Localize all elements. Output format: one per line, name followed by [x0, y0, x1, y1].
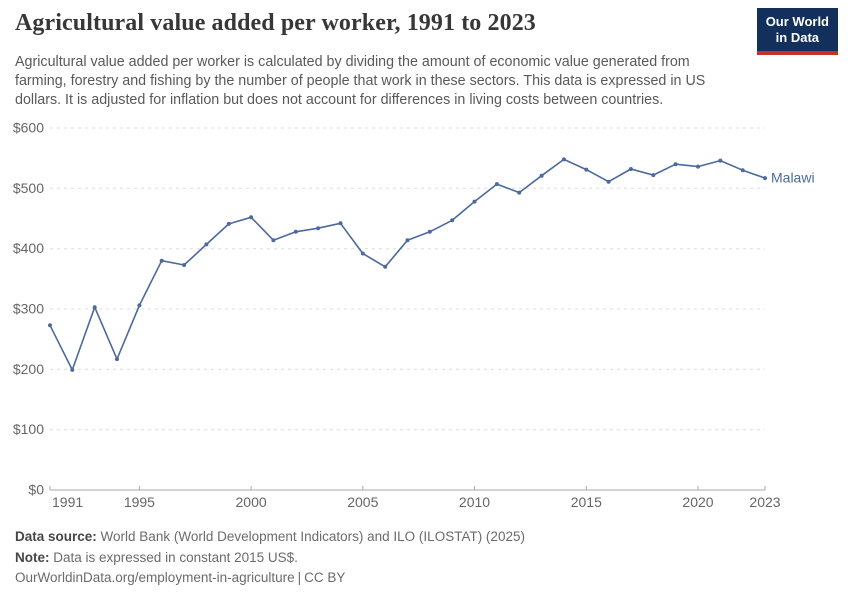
- owid-logo-line1: Our World: [765, 14, 829, 29]
- data-source-label: Data source:: [15, 529, 97, 544]
- data-point[interactable]: [204, 242, 209, 247]
- x-axis-tick-label: 2015: [571, 494, 602, 510]
- data-point[interactable]: [70, 367, 75, 372]
- data-point[interactable]: [271, 238, 276, 243]
- data-point[interactable]: [249, 215, 254, 220]
- data-point[interactable]: [115, 357, 119, 362]
- data-point[interactable]: [48, 323, 52, 328]
- data-point[interactable]: [293, 229, 298, 234]
- data-point[interactable]: [718, 158, 723, 163]
- y-axis-tick-label: $300: [13, 301, 44, 317]
- data-series-line[interactable]: [49, 158, 766, 371]
- x-axis-tick-label: 2010: [459, 494, 490, 510]
- license-link[interactable]: CC BY: [304, 570, 346, 585]
- x-axis-tick-label: 1995: [124, 494, 155, 510]
- y-axis-tick-label: $0: [28, 482, 44, 498]
- data-point[interactable]: [182, 263, 187, 267]
- chart-title: Agricultural value added per worker, 199…: [15, 10, 536, 36]
- data-point[interactable]: [606, 179, 611, 184]
- data-point[interactable]: [450, 218, 455, 223]
- note-label: Note:: [15, 549, 50, 565]
- data-point[interactable]: [472, 199, 477, 204]
- data-point[interactable]: [338, 221, 343, 226]
- y-axis-tick-label: $100: [13, 421, 44, 437]
- owid-logo[interactable]: Our World in Data: [756, 8, 838, 55]
- data-point[interactable]: [696, 164, 700, 169]
- data-point[interactable]: [92, 305, 97, 310]
- data-point[interactable]: [405, 238, 410, 243]
- x-axis-tick-label: 2020: [682, 494, 713, 510]
- data-point[interactable]: [316, 226, 321, 231]
- data-point[interactable]: [561, 157, 566, 162]
- chart-area: $0 $100 $200 $300 $400 $500 $600 1991 1995 2000 20…: [0, 118, 850, 520]
- data-point[interactable]: [383, 264, 388, 269]
- data-point[interactable]: [740, 168, 745, 173]
- data-source-text: World Bank (World Development Indicators…: [100, 529, 525, 544]
- data-point[interactable]: [360, 251, 365, 256]
- footer-separator: |: [297, 570, 302, 585]
- chart-subtitle: Agricultural value added per worker is c…: [15, 54, 706, 108]
- series-end-label[interactable]: Malawi: [771, 170, 815, 186]
- y-axis-tick-label: $200: [13, 361, 44, 377]
- data-point[interactable]: [226, 221, 231, 226]
- x-axis-tick-label: 2023: [749, 494, 780, 510]
- data-point[interactable]: [517, 190, 522, 195]
- data-source-line: Data source: World Bank (World Developme…: [15, 527, 525, 548]
- data-point[interactable]: [427, 229, 432, 234]
- data-point[interactable]: [494, 182, 499, 187]
- data-point[interactable]: [673, 162, 678, 167]
- y-axis-tick-label: $400: [13, 240, 44, 256]
- data-point[interactable]: [763, 176, 767, 181]
- citation-line: OurWorldinData.org/employment-in-agricul…: [15, 568, 525, 589]
- data-point[interactable]: [539, 173, 544, 178]
- data-point[interactable]: [584, 167, 589, 172]
- note-line: Note: Data is expressed in constant 2015…: [15, 548, 525, 569]
- owid-logo-line2: in Data: [775, 30, 820, 45]
- x-axis-tick-label: 1991: [52, 494, 83, 510]
- y-axis-tick-label: $500: [13, 180, 44, 196]
- y-axis-tick-label: $600: [13, 120, 44, 136]
- x-axis-tick-label: 2005: [347, 494, 378, 510]
- data-point[interactable]: [651, 173, 656, 178]
- chart-canvas[interactable]: $0 $100 $200 $300 $400 $500 $600 1991 1995 2000 20…: [0, 118, 850, 520]
- data-point[interactable]: [137, 303, 142, 308]
- data-point[interactable]: [159, 258, 164, 263]
- footer-url-link[interactable]: OurWorldinData.org/employment-in-agricul…: [15, 570, 295, 585]
- note-text: Data is expressed in constant 2015 US$.: [53, 549, 298, 565]
- x-axis-tick-label: 2000: [236, 494, 267, 510]
- chart-footer: Data source: World Bank (World Developme…: [15, 527, 525, 589]
- data-point[interactable]: [628, 167, 633, 171]
